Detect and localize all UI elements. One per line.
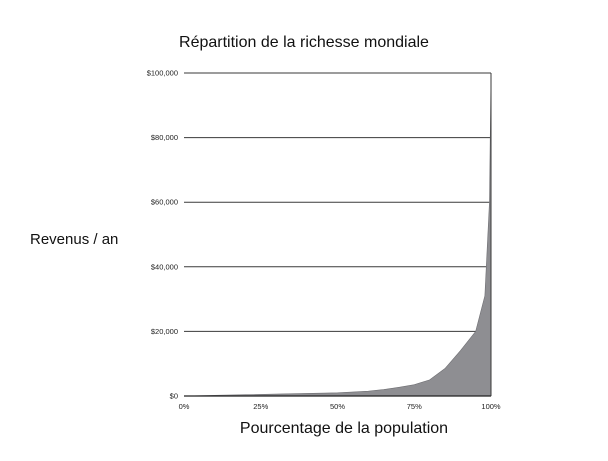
grid-layer [184,72,491,332]
x-tick-labels: 0% 25% 50% 75% 100% [179,402,501,411]
area-layer [183,72,492,397]
wealth-area [183,72,492,397]
y-tick-label: $0 [170,392,178,401]
x-tick-label: 100% [481,402,501,411]
chart-title: Répartition de la richesse mondiale [179,34,429,51]
y-axis-label: Revenus / an [30,231,119,248]
x-axis-label: Pourcentage de la population [239,420,449,437]
y-tick-label: $60,000 [151,198,178,207]
x-tick-label: 50% [330,402,345,411]
y-tick-label: $40,000 [151,262,178,271]
y-tick-labels: $0 $20,000 $40,000 $60,000 $80,000 $100,000 [147,69,178,401]
y-tick-label: $20,000 [151,327,178,336]
y-tick-label: $100,000 [147,69,178,78]
axis-layer [184,73,492,397]
x-tick-label: 75% [407,402,422,411]
y-tick-label: $80,000 [151,133,178,142]
x-tick-label: 0% [179,402,190,411]
x-tick-label: 25% [253,402,268,411]
